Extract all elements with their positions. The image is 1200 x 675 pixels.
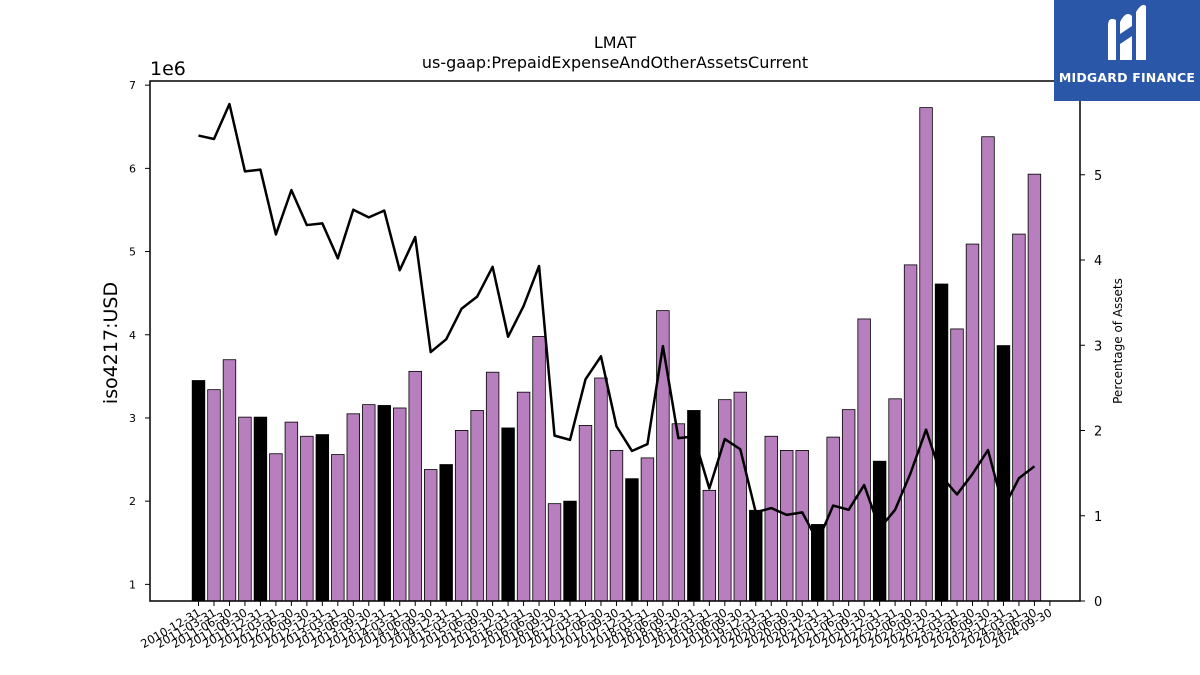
bar-2024-03-31 — [1012, 233, 1026, 602]
bar-2024-06-30 — [1027, 173, 1042, 602]
bar-2013-09-30 — [362, 404, 376, 602]
bar-2019-12-31 — [749, 509, 763, 602]
bar-2014-09-30 — [423, 469, 438, 602]
bar-2011-12-31 — [253, 416, 268, 602]
bar-2016-12-31 — [563, 500, 577, 602]
bar-2012-06-30 — [284, 421, 299, 602]
bar-2012-12-31 — [315, 434, 330, 602]
bar-2023-06-30 — [965, 243, 980, 602]
bar-2017-06-30 — [594, 377, 608, 602]
bar-2018-09-30 — [671, 423, 686, 602]
bar-2018-06-30 — [656, 310, 670, 602]
bar-2015-06-30 — [470, 410, 484, 602]
bar-2023-12-31 — [996, 345, 1011, 602]
y-tick-label: 4 — [129, 329, 136, 342]
bar-2015-03-31 — [454, 430, 469, 602]
bar-2014-06-30 — [408, 370, 422, 602]
bar-2012-03-31 — [269, 453, 283, 602]
bar-2013-12-31 — [377, 405, 391, 602]
y2-tick-label: 5 — [1094, 169, 1102, 184]
brand-logo: MIDGARD FINANCE — [1054, 0, 1200, 101]
bar-2016-03-31 — [516, 391, 531, 602]
y-axis-right: 0 1 2 3 4 5 — [1080, 169, 1102, 610]
y-tick-label: 5 — [129, 246, 136, 259]
x-axis: 2010-12-312011-03-312011-06-302011-09-30… — [138, 601, 1054, 651]
bar-2021-03-31 — [826, 436, 840, 602]
bar-2015-12-31 — [501, 427, 515, 602]
bar-2021-09-30 — [857, 318, 871, 602]
y2-tick-label: 4 — [1094, 254, 1102, 269]
bar-2016-09-30 — [547, 503, 562, 602]
bar-2014-12-31 — [439, 464, 453, 602]
bar-series — [191, 107, 1042, 602]
bar-2020-06-30 — [780, 450, 794, 602]
bar-2021-12-31 — [872, 460, 887, 602]
y2-tick-label: 3 — [1094, 339, 1102, 354]
y-axis-label: iso4217:USD — [100, 282, 122, 404]
chart-subtitle: us-gaap:PrepaidExpenseAndOtherAssetsCurr… — [422, 53, 808, 72]
y2-axis-label: Percentage of Assets — [1111, 278, 1125, 404]
chart-title: LMAT — [594, 33, 636, 52]
y2-tick-label: 1 — [1094, 510, 1102, 525]
bar-2023-03-31 — [950, 328, 964, 602]
bar-2011-06-30 — [222, 359, 237, 602]
bar-2023-09-30 — [981, 136, 995, 602]
y-tick-label: 3 — [129, 412, 136, 425]
bar-2013-06-30 — [346, 413, 361, 602]
bar-2014-03-31 — [393, 407, 407, 602]
bar-2019-03-31 — [702, 489, 717, 602]
plot-frame — [149, 80, 1081, 602]
midgard-logo-icon — [1108, 4, 1146, 60]
bar-2020-09-30 — [795, 450, 809, 602]
bar-2022-06-30 — [903, 264, 918, 602]
y-offset-label: 1e6 — [150, 58, 186, 80]
bar-2018-03-31 — [640, 457, 655, 602]
bar-2017-09-30 — [609, 450, 624, 602]
bar-2021-06-30 — [841, 409, 856, 602]
bar-2017-03-31 — [578, 425, 593, 602]
brand-name: MIDGARD FINANCE — [1058, 70, 1196, 85]
bar-2013-03-31 — [331, 454, 345, 602]
bar-2020-12-31 — [811, 524, 825, 602]
y-tick-label: 2 — [129, 495, 136, 508]
bar-2020-03-31 — [764, 435, 778, 602]
percentage-line — [198, 102, 1036, 543]
bar-2019-06-30 — [718, 399, 732, 602]
bar-2016-06-30 — [532, 336, 546, 602]
bar-2011-09-30 — [238, 416, 252, 602]
y-tick-label: 1 — [129, 578, 136, 591]
y-tick-label: 7 — [129, 79, 136, 92]
bar-2019-09-30 — [733, 391, 748, 602]
bar-2015-09-30 — [485, 371, 500, 602]
y-axis-left: 1 2 3 4 5 6 7 — [129, 79, 150, 591]
bar-2022-09-30 — [919, 107, 933, 602]
bar-2012-09-30 — [300, 435, 314, 602]
bar-2017-12-31 — [625, 478, 639, 602]
bar-2022-12-31 — [934, 283, 949, 602]
bar-2011-03-31 — [207, 389, 221, 602]
bar-2010-12-31 — [191, 380, 206, 602]
y2-tick-label: 2 — [1094, 425, 1102, 440]
y-tick-label: 6 — [129, 162, 136, 175]
y2-tick-label: 0 — [1094, 595, 1102, 610]
